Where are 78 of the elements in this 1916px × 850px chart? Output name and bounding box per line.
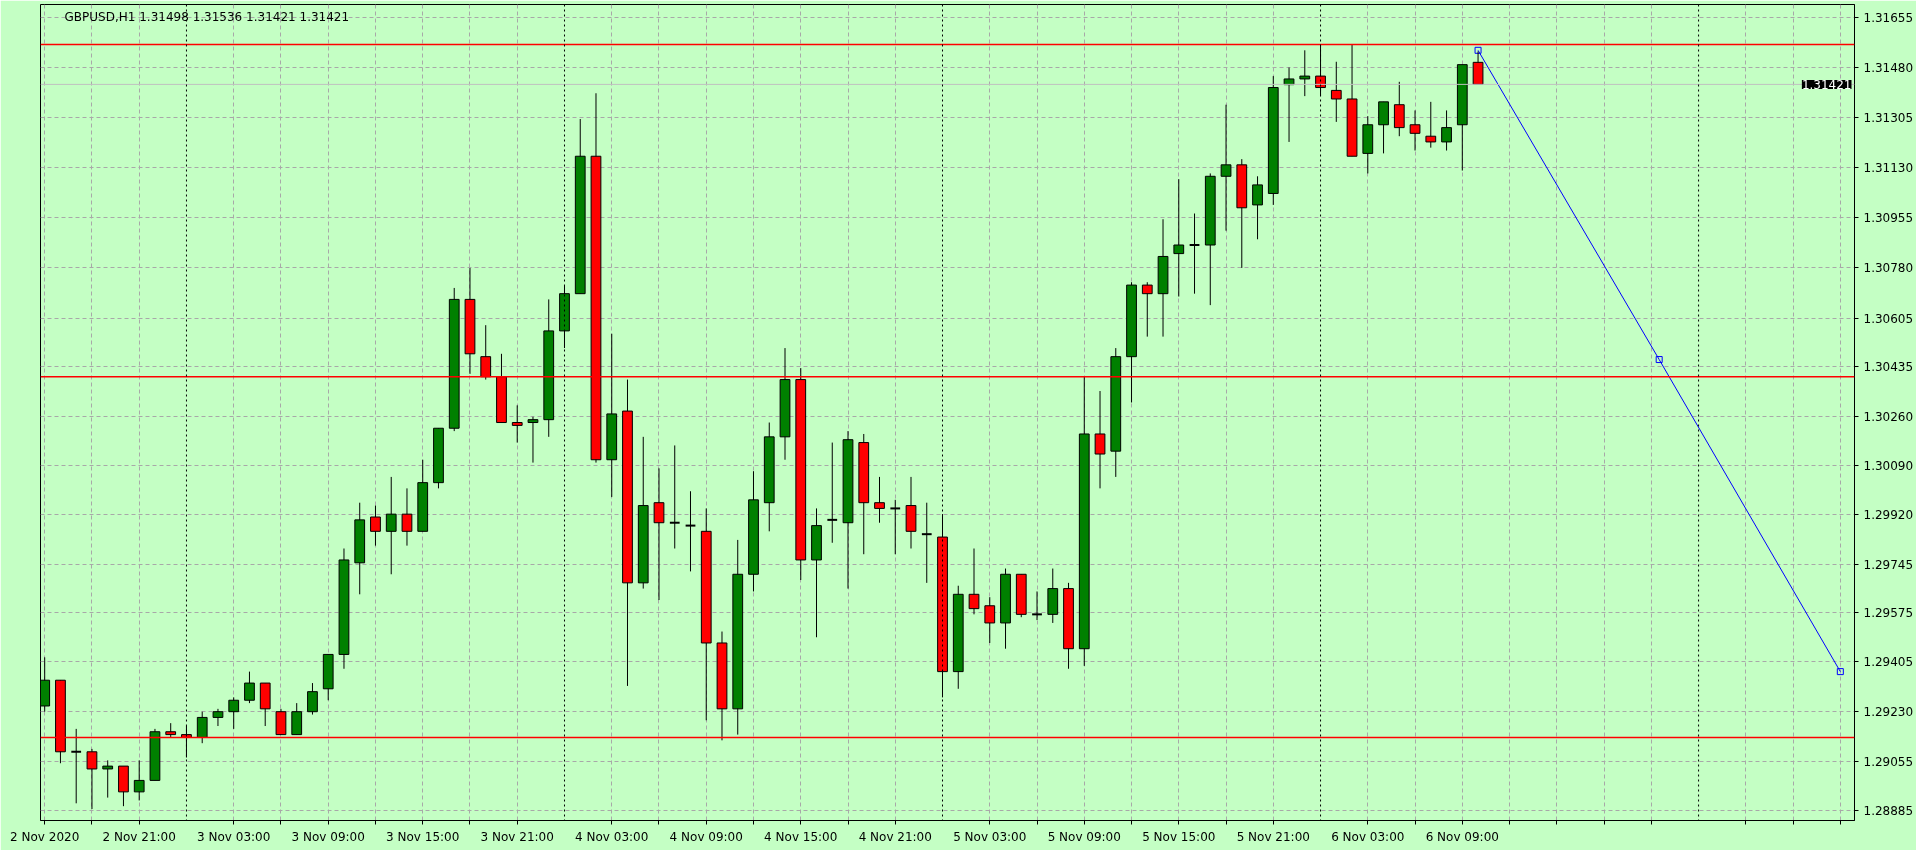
x-tick-label: 3 Nov 03:00: [197, 829, 271, 844]
x-tick-label: 6 Nov 03:00: [1331, 829, 1405, 844]
y-tick-label: 1.28885: [1863, 803, 1914, 818]
y-tick-label: 1.29055: [1863, 755, 1914, 770]
candlestick: [874, 476, 885, 524]
candlestick: [228, 696, 240, 730]
x-tick-label: 4 Nov 21:00: [858, 829, 932, 844]
x-tick-label: 4 Nov 09:00: [669, 829, 743, 844]
candlestick: [1141, 281, 1153, 338]
y-tick-label: 1.31480: [1863, 60, 1914, 75]
candlestick: [826, 442, 839, 544]
candlestick: [1330, 61, 1342, 123]
candlestick: [212, 708, 224, 727]
candlestick: [684, 490, 697, 572]
candlestick: [1299, 49, 1311, 97]
ref-line-label: 1.31421: [1801, 77, 1852, 92]
candlestick: [653, 467, 665, 601]
candlestick: [370, 505, 381, 547]
y-tick-label: 1.30955: [1863, 211, 1914, 226]
candlestick: [527, 416, 539, 464]
candlestick: [244, 671, 255, 704]
x-tick-label: 2 Nov 21:00: [102, 829, 176, 844]
x-tick-label: 5 Nov 03:00: [953, 829, 1027, 844]
x-tick-label: 5 Nov 15:00: [1142, 829, 1216, 844]
candlestick: [102, 759, 114, 799]
y-tick-label: 1.29920: [1863, 507, 1914, 522]
y-tick-label: 1.30260: [1863, 410, 1914, 425]
candlestick: [1378, 101, 1389, 154]
x-tick-label: 6 Nov 09:00: [1425, 829, 1499, 844]
candlestick: [385, 476, 397, 575]
candlestick: [86, 748, 98, 810]
candlestick: [1031, 590, 1043, 621]
candlestick: [968, 548, 980, 615]
candlestick: [401, 487, 413, 547]
candlestick: [1441, 109, 1452, 152]
x-tick-label: 5 Nov 21:00: [1236, 829, 1310, 844]
candlestick: [1252, 175, 1263, 240]
candlestick: [889, 499, 902, 555]
candlestick: [1425, 101, 1437, 149]
candlestick: [1188, 213, 1201, 295]
x-tick-label: 3 Nov 15:00: [386, 829, 460, 844]
candlestick: [133, 759, 145, 801]
candlestick: [511, 404, 523, 444]
y-tick-label: 1.29230: [1863, 705, 1914, 720]
x-tick-label: 4 Nov 15:00: [764, 829, 838, 844]
candlestick: [1173, 178, 1185, 298]
y-tick-label: 1.31305: [1863, 111, 1914, 126]
x-tick-label: 4 Nov 03:00: [575, 829, 649, 844]
y-tick-label: 1.31655: [1863, 10, 1914, 25]
candlestick: [668, 444, 681, 549]
text: GBPUSD,H1 1.31498 1.31536 1.31421 1.31421: [64, 9, 350, 24]
candlestick: [196, 711, 208, 744]
candlestick: [1409, 109, 1421, 152]
point: [1836, 668, 1844, 676]
candlestick: [70, 728, 83, 804]
candlestick: [984, 596, 996, 644]
y-tick-label: 1.29405: [1863, 655, 1914, 670]
candlestick: [1094, 390, 1106, 489]
y-tick-label: 1.30435: [1863, 360, 1914, 375]
candlestick: [1393, 81, 1405, 137]
candlestick: [275, 708, 287, 736]
x-tick-label: 3 Nov 21:00: [480, 829, 554, 844]
y-tick-label: 1.30780: [1863, 261, 1914, 276]
x-tick-label: 2 Nov 2020: [10, 829, 80, 844]
candlestick: [920, 502, 933, 584]
x-tick-label: 5 Nov 09:00: [1047, 829, 1121, 844]
point: [1474, 46, 1482, 54]
candlestick: [1283, 66, 1295, 143]
y-tick-label: 1.30090: [1863, 458, 1914, 473]
candlestick: [307, 682, 318, 716]
y-tick-label: 1.29745: [1863, 557, 1914, 572]
point: [1655, 356, 1663, 364]
x-tick-label: 3 Nov 09:00: [291, 829, 365, 844]
y-tick-label: 1.31130: [1863, 161, 1914, 176]
candlestick: [291, 702, 303, 736]
y-tick-label: 1.29575: [1863, 606, 1914, 621]
y-tick-label: 1.30605: [1863, 311, 1914, 326]
candlestick: [1220, 104, 1232, 232]
